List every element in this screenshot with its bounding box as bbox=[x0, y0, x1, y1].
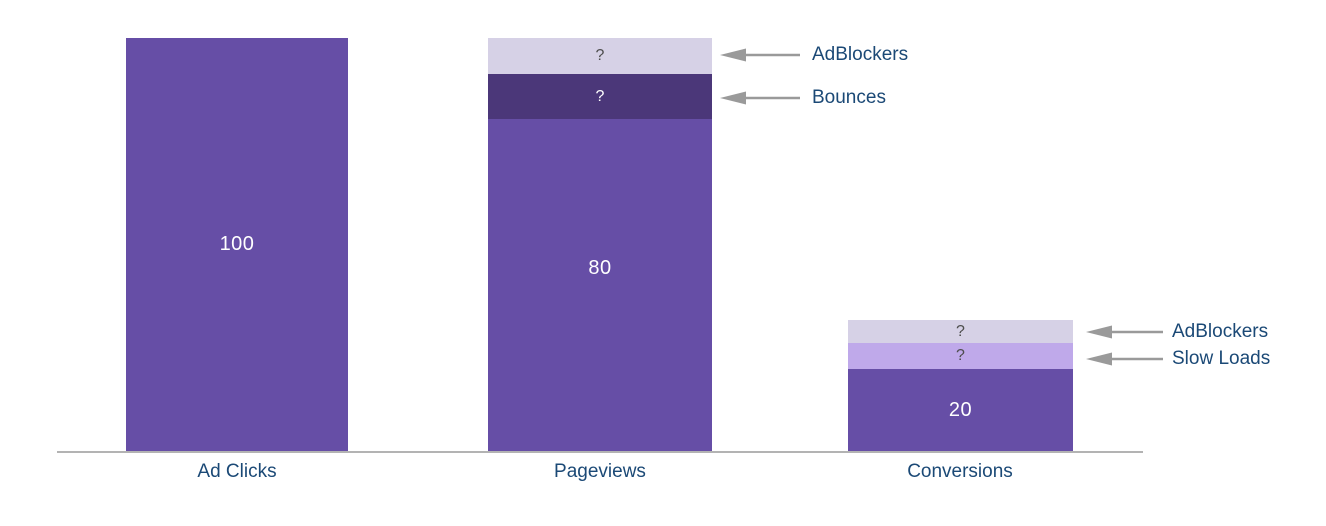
arrow-left-icon bbox=[1086, 325, 1163, 339]
arrow-left-icon bbox=[720, 48, 800, 62]
axis-label-pageviews: Pageviews bbox=[554, 461, 646, 482]
segment-value-label: ? bbox=[595, 87, 605, 105]
bar-conversions: ? ? 20 bbox=[848, 320, 1073, 451]
segment-pageviews-adblockers: ? bbox=[488, 38, 712, 74]
segment-conversions-main: 20 bbox=[848, 369, 1073, 451]
segment-value-label: ? bbox=[595, 47, 605, 64]
annotation-conversions-adblockers: AdBlockers bbox=[1086, 321, 1268, 343]
segment-value-label: 100 bbox=[219, 233, 255, 255]
annotation-label: Slow Loads bbox=[1172, 348, 1271, 369]
annotation-pageviews-adblockers: AdBlockers bbox=[720, 44, 908, 66]
arrow-left-icon bbox=[720, 91, 800, 105]
segment-value-label: 20 bbox=[948, 398, 973, 421]
bar-pageviews: ? ? 80 bbox=[488, 38, 712, 451]
segment-conversions-adblockers: ? bbox=[848, 320, 1073, 343]
segment-ad-clicks-main: 100 bbox=[126, 38, 348, 451]
segment-value-label: ? bbox=[956, 347, 965, 364]
annotation-label: Bounces bbox=[812, 87, 886, 108]
arrow-left-icon bbox=[1086, 352, 1163, 366]
segment-conversions-slow-loads: ? bbox=[848, 343, 1073, 369]
axis-label-ad-clicks: Ad Clicks bbox=[197, 461, 277, 482]
annotation-conversions-slow-loads: Slow Loads bbox=[1086, 348, 1270, 370]
axis-label-conversions: Conversions bbox=[907, 461, 1013, 482]
segment-pageviews-main: 80 bbox=[488, 119, 712, 451]
annotation-pageviews-bounces: Bounces bbox=[720, 87, 886, 109]
segment-pageviews-bounces: ? bbox=[488, 74, 712, 119]
segment-value-label: ? bbox=[956, 322, 965, 340]
annotation-label: AdBlockers bbox=[1172, 321, 1269, 342]
x-axis-line bbox=[57, 451, 1143, 453]
annotation-label: AdBlockers bbox=[812, 44, 909, 65]
segment-value-label: 80 bbox=[588, 256, 612, 279]
bar-ad-clicks: 100 bbox=[126, 38, 348, 451]
